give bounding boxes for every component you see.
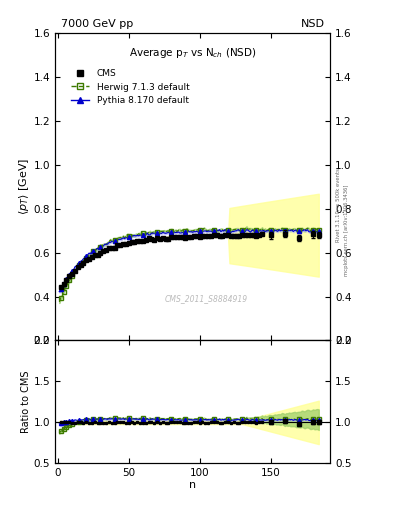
Text: NSD: NSD	[301, 18, 325, 29]
Legend: CMS, Herwig 7.1.3 default, Pythia 8.170 default: CMS, Herwig 7.1.3 default, Pythia 8.170 …	[68, 66, 193, 109]
Text: mcplots.cern.ch [arXiv:1306.3436]: mcplots.cern.ch [arXiv:1306.3436]	[344, 185, 349, 276]
Text: 7000 GeV pp: 7000 GeV pp	[61, 18, 133, 29]
Text: Rivet 3.1.10, ≥ 500k events: Rivet 3.1.10, ≥ 500k events	[336, 168, 341, 242]
Text: CMS_2011_S8884919: CMS_2011_S8884919	[165, 294, 248, 304]
Y-axis label: Ratio to CMS: Ratio to CMS	[21, 371, 31, 433]
Y-axis label: $\langle p_T \rangle$ [GeV]: $\langle p_T \rangle$ [GeV]	[17, 158, 31, 216]
X-axis label: n: n	[189, 480, 196, 489]
Text: Average p$_T$ vs N$_{ch}$ (NSD): Average p$_T$ vs N$_{ch}$ (NSD)	[129, 46, 256, 59]
